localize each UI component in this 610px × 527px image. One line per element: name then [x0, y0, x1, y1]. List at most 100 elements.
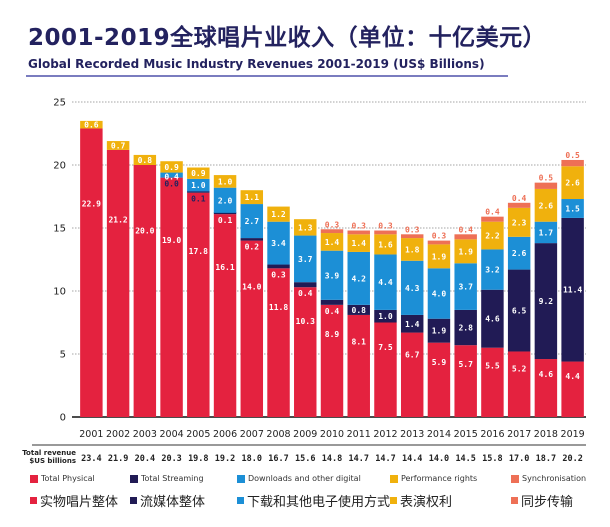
bar-segment-physical — [160, 177, 183, 417]
legend-item-streaming: Total Streaming — [130, 474, 204, 483]
bar-segment-performance — [133, 154, 157, 165]
data-label-sync: 0.3 — [378, 222, 393, 231]
bar-segment-streaming — [561, 217, 584, 362]
data-label-physical: 5.7 — [458, 360, 473, 369]
bar-segment-performance — [374, 234, 397, 255]
total-revenue-value: 18.0 — [242, 454, 262, 464]
bar-segment-streaming — [534, 243, 558, 360]
bar-segment-performance — [213, 175, 237, 188]
bar-segment-streaming — [187, 190, 210, 193]
bar-segment-streaming — [347, 304, 370, 315]
bar-segment-digital — [507, 236, 531, 270]
bar-segment-sync — [400, 234, 424, 239]
bar-segment-performance — [400, 238, 424, 261]
bar-segment-physical — [213, 214, 237, 417]
bar-segment-physical — [400, 332, 424, 417]
y-tick-label: 5 — [60, 350, 66, 361]
x-tick-label: 2014 — [427, 429, 451, 440]
data-label-digital: 2.0 — [218, 196, 233, 205]
legend-swatch-streaming — [130, 474, 138, 483]
legend-swatch-digital-cn — [237, 497, 244, 504]
bar-stack-2005 — [187, 167, 210, 417]
bar-segment-performance — [427, 244, 451, 269]
legend-label-physical-cn: 实物唱片整体 — [40, 495, 119, 510]
y-tick-label: 15 — [53, 224, 66, 235]
data-label-sync: 0.3 — [325, 220, 340, 229]
bar-segment-digital — [400, 260, 424, 315]
bar-stack-2003 — [133, 154, 157, 417]
x-tick-label: 2017 — [507, 429, 531, 440]
data-label-performance: 1.4 — [325, 238, 340, 247]
bar-stack-2014 — [427, 240, 451, 417]
data-label-digital: 2.6 — [512, 249, 527, 258]
bar-stack-2007 — [240, 190, 264, 417]
total-revenue-value: 14.0 — [429, 454, 449, 464]
bar-segment-digital — [160, 172, 183, 178]
bar-segment-streaming — [481, 289, 504, 348]
bar-segment-sync — [320, 229, 344, 234]
bar-segment-physical — [240, 240, 264, 417]
bar-segment-performance — [267, 206, 290, 222]
bar-segment-physical — [320, 304, 344, 417]
bar-segment-performance — [320, 233, 344, 251]
data-label-streaming: 0.4 — [325, 307, 340, 316]
bar-segment-physical — [534, 359, 558, 417]
total-revenue-value: 14.5 — [455, 454, 475, 464]
bar-segment-digital — [427, 268, 451, 319]
data-label-digital: 1.7 — [539, 228, 554, 237]
data-label-sync: 0.3 — [405, 225, 420, 234]
data-label-physical: 7.5 — [378, 343, 393, 352]
bar-segment-digital — [240, 204, 264, 239]
data-label-sync: 0.5 — [539, 174, 554, 183]
bar-segment-physical — [187, 192, 210, 417]
bar-segment-digital — [213, 187, 237, 213]
bar-stack-2002 — [106, 141, 130, 417]
bar-segment-performance — [80, 120, 103, 129]
bar-stack-2006 — [213, 175, 237, 417]
total-revenue-value: 15.8 — [482, 454, 502, 464]
bar-segment-digital — [561, 199, 584, 218]
data-label-performance: 1.6 — [378, 240, 393, 249]
total-revenue-value: 19.8 — [188, 454, 208, 464]
bar-segment-digital — [187, 178, 210, 192]
data-label-performance: 0.9 — [191, 169, 206, 178]
bar-stack-2008 — [267, 206, 290, 417]
data-label-sync: 0.4 — [485, 208, 500, 217]
bar-segment-physical — [427, 342, 451, 417]
bar-segment-physical — [294, 287, 317, 417]
bar-segment-sync — [481, 216, 504, 222]
bar-segment-streaming — [427, 318, 451, 343]
bar-segment-performance — [534, 188, 558, 222]
legend-swatch-physical — [30, 474, 38, 483]
x-axis-labels: 2001 2002 2003 2004 2005 2006 2007 2008 2009 2010… — [79, 429, 584, 440]
bar-segment-performance — [561, 166, 584, 200]
y-tick-label: 20 — [53, 161, 66, 172]
data-label-performance: 1.3 — [298, 223, 313, 232]
legend-item-streaming-cn: 流媒体整体 — [130, 491, 205, 510]
data-label-digital: 1.0 — [191, 181, 206, 190]
bar-segment-streaming — [374, 309, 397, 323]
data-label-digital: 1.5 — [565, 204, 580, 213]
bar-segment-physical — [106, 149, 130, 417]
legend-label-digital-cn: 下载和其他电子使用方式 — [247, 495, 391, 510]
bar-segment-performance — [160, 161, 183, 173]
legend-item-performance: Performance rights — [390, 474, 477, 483]
bar-segment-streaming — [400, 314, 424, 333]
x-tick-label: 2007 — [240, 429, 264, 440]
bar-segment-performance — [187, 167, 210, 179]
bar-segment-sync — [534, 182, 558, 189]
data-label-physical: 4.6 — [539, 370, 554, 379]
bar-segment-digital — [374, 254, 397, 310]
totals-caption: Total revenue — [22, 449, 76, 457]
legend-label-sync-cn: 同步传输 — [521, 495, 574, 510]
x-tick-label: 2010 — [320, 429, 344, 440]
data-label-sync: 0.3 — [352, 222, 367, 231]
data-label-streaming: 9.2 — [539, 297, 554, 306]
bar-segment-physical — [80, 128, 103, 417]
data-label-streaming: 0.2 — [245, 243, 260, 252]
bar-segment-physical — [454, 345, 477, 417]
data-label-performance: 1.8 — [405, 245, 420, 254]
legend-swatch-performance-cn — [390, 497, 397, 504]
data-label-streaming: 0.1 — [218, 216, 233, 225]
legend-item-sync: Synchronisation — [511, 474, 586, 483]
